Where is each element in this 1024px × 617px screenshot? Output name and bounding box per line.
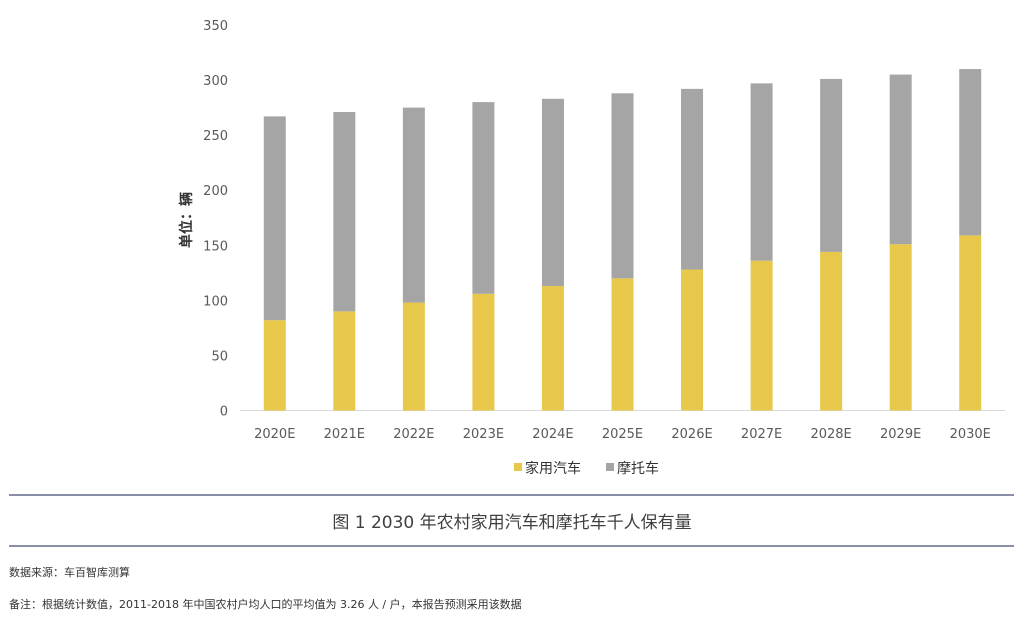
legend-swatch xyxy=(606,463,614,471)
legend-label: 摩托车 xyxy=(617,460,659,477)
x-tick-label: 2025E xyxy=(602,427,643,442)
bar-motorcycle xyxy=(611,93,634,279)
stacked-bar-chart: 0 50 100 150 200 250 300 350 单位：辆 2020E 2021E 2022E… xyxy=(178,19,1005,477)
y-tick-label: 350 xyxy=(203,19,228,34)
bar-motorcycle xyxy=(333,112,356,312)
y-axis-label: 单位：辆 xyxy=(178,192,195,248)
bar-car xyxy=(959,235,982,411)
bar-motorcycle xyxy=(472,102,495,294)
x-tick-label: 2024E xyxy=(532,427,573,442)
bar-motorcycle xyxy=(889,74,912,245)
x-tick-label: 2029E xyxy=(880,427,921,442)
x-tick-label: 2028E xyxy=(810,427,851,442)
bar-motorcycle xyxy=(541,98,564,287)
y-tick-label: 0 xyxy=(220,405,228,420)
y-tick-label: 50 xyxy=(211,349,228,364)
bar-car xyxy=(472,293,495,411)
x-tick-label: 2020E xyxy=(254,427,295,442)
bar-motorcycle xyxy=(681,88,704,270)
bar-car xyxy=(402,302,425,411)
x-tick-label: 2022E xyxy=(393,427,434,442)
bar-car xyxy=(541,286,564,411)
bar-car xyxy=(889,244,912,411)
figure-caption: 图 1 2030 年农村家用汽车和摩托车千人保有量 xyxy=(332,513,692,533)
y-tick-label: 100 xyxy=(203,294,228,309)
legend-swatch xyxy=(514,463,522,471)
y-tick-label: 250 xyxy=(203,129,228,144)
bar-car xyxy=(820,251,843,411)
x-tick-label: 2023E xyxy=(463,427,504,442)
x-tick-label: 2021E xyxy=(324,427,365,442)
caption-top-rule xyxy=(9,494,1014,496)
footnote: 备注：根据统计数值，2011-2018 年中国农村户均人口的平均值为 3.26 … xyxy=(9,598,522,611)
data-source: 数据来源：车百智库测算 xyxy=(9,566,130,579)
bar-motorcycle xyxy=(820,78,843,252)
x-tick-label: 2026E xyxy=(671,427,712,442)
x-tick-label: 2027E xyxy=(741,427,782,442)
bar-car xyxy=(750,260,773,411)
bar-car xyxy=(611,278,634,411)
bar-motorcycle xyxy=(263,116,286,321)
bar-car xyxy=(263,320,286,411)
y-tick-label: 150 xyxy=(203,239,228,254)
y-tick-label: 300 xyxy=(203,74,228,89)
bar-motorcycle xyxy=(750,83,773,261)
bar-car xyxy=(681,269,704,411)
legend-label: 家用汽车 xyxy=(525,460,581,477)
caption-bottom-rule xyxy=(9,545,1014,547)
y-tick-label: 200 xyxy=(203,184,228,199)
bar-car xyxy=(333,311,356,411)
x-tick-label: 2030E xyxy=(950,427,991,442)
bar-motorcycle xyxy=(959,69,982,236)
bar-motorcycle xyxy=(402,107,425,303)
